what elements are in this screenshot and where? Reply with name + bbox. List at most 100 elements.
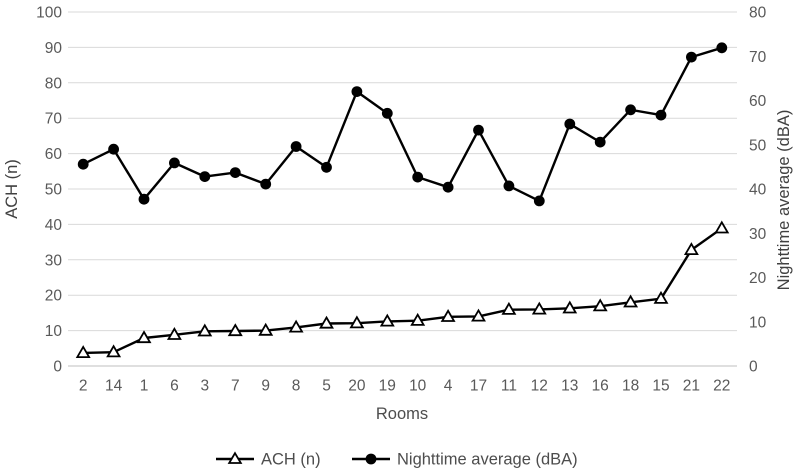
- legend-item-nighttime: Nighttime average (dBA): [352, 451, 578, 469]
- x-axis-tick-label: 9: [261, 378, 270, 395]
- right-axis-tick-label: 30: [749, 226, 767, 243]
- ach-data-point-marker: [288, 319, 304, 333]
- legend-label-ach: ACH (n): [261, 451, 321, 469]
- right-axis-tick-label: 40: [749, 182, 767, 199]
- ach-data-point-marker: [197, 323, 213, 337]
- ach-series-line: [81, 227, 723, 355]
- right-axis-tick-label: 80: [749, 5, 767, 22]
- x-axis-tick-label: 12: [531, 378, 548, 395]
- x-axis-tick-label: 17: [470, 378, 487, 395]
- nighttime-data-point-marker: [442, 181, 454, 193]
- left-axis-tick-label: 0: [53, 359, 62, 376]
- right-axis-tick-label: 0: [749, 359, 758, 376]
- legend-circle-marker-icon: [365, 453, 377, 465]
- ach-data-point-marker: [471, 308, 486, 322]
- x-axis-tick-label: 13: [561, 378, 578, 395]
- nighttime-data-point-marker: [655, 109, 667, 121]
- x-axis-tick-label: 20: [348, 378, 366, 395]
- left-axis-tick-label: 90: [45, 40, 63, 57]
- left-axis-tick-label: 20: [45, 288, 63, 305]
- ach-data-point-marker: [440, 309, 456, 322]
- x-axis-tick-label: 10: [409, 378, 427, 395]
- ach-data-point-marker: [501, 301, 517, 315]
- ach-data-point-marker: [106, 344, 122, 358]
- ach-data-point-marker: [592, 298, 608, 312]
- nighttime-data-point-marker: [321, 161, 332, 173]
- nighttime-data-point-marker: [290, 141, 302, 152]
- nighttime-data-point-marker: [351, 86, 363, 97]
- nighttime-data-point-marker: [503, 180, 515, 192]
- ach-data-point-marker: [75, 345, 91, 358]
- ach-data-point-marker: [136, 330, 152, 344]
- x-axis-tick-label: 15: [652, 378, 669, 395]
- x-axis-tick-label: 11: [501, 378, 517, 395]
- nighttime-data-point-marker: [686, 51, 697, 63]
- nighttime-series-line: [81, 46, 723, 203]
- ach-data-point-marker: [379, 313, 395, 327]
- nighttime-data-point-marker: [229, 167, 241, 179]
- right-axis-title: Nighttime average (dBA): [775, 110, 793, 291]
- x-axis-tick-label: 14: [105, 378, 123, 395]
- nighttime-data-point-marker: [716, 42, 728, 54]
- x-axis-tick-label: 21: [683, 378, 700, 395]
- left-axis-tick-label: 30: [45, 252, 63, 269]
- nighttime-data-point-marker: [77, 158, 89, 170]
- ach-data-point-marker: [227, 323, 243, 337]
- ach-data-point-marker: [258, 322, 274, 336]
- nighttime-data-point-marker: [169, 157, 180, 169]
- legend-triangle-marker-icon: [227, 451, 243, 464]
- x-axis-tick-label: 3: [200, 378, 209, 395]
- ach-data-point-marker: [319, 315, 334, 329]
- x-axis-tick-label: 8: [292, 378, 301, 395]
- right-axis-tick-label: 10: [749, 314, 767, 331]
- x-axis-tick-label: 18: [622, 378, 639, 395]
- nighttime-data-point-marker: [473, 124, 484, 136]
- left-axis-tick-label: 80: [45, 75, 63, 92]
- left-axis-title: ACH (n): [3, 159, 21, 219]
- x-axis-tick-label: 6: [170, 378, 179, 395]
- left-axis-tick-label: 100: [36, 5, 62, 22]
- nighttime-data-point-marker: [625, 104, 636, 116]
- series-layer: [75, 42, 730, 358]
- x-axis-tick-label: 4: [444, 378, 453, 395]
- x-axis-tick-label: 7: [231, 378, 240, 395]
- legend-label-nighttime: Nighttime average (dBA): [397, 451, 578, 469]
- ach-data-point-marker: [714, 220, 730, 234]
- gridlines: [68, 11, 737, 367]
- x-axis-tick-labels: 2 14 1 6 3 7 9 8 5 20 19 10 4 17 11 12 13 16 18 15 21 22: [79, 378, 731, 395]
- nighttime-data-point-marker: [533, 195, 545, 207]
- ach-data-point-marker: [623, 294, 639, 308]
- left-axis-tick-label: 50: [45, 182, 63, 199]
- nighttime-data-point-marker: [260, 178, 272, 190]
- x-axis-tick-label: 19: [379, 378, 396, 395]
- x-axis-tick-label: 2: [79, 378, 88, 395]
- left-axis-tick-label: 60: [45, 146, 63, 163]
- right-axis-tick-label: 60: [749, 93, 767, 110]
- ach-data-point-marker: [653, 290, 669, 304]
- x-axis-tick-label: 5: [322, 378, 331, 395]
- nighttime-data-point-marker: [199, 171, 211, 183]
- ach-data-point-marker: [562, 300, 578, 314]
- right-axis-tick-label: 50: [749, 137, 767, 154]
- nighttime-data-point-marker: [138, 193, 150, 205]
- nighttime-data-point-marker: [594, 136, 606, 148]
- ach-data-point-marker: [410, 312, 426, 326]
- legend: ACH (n) Nighttime average (dBA): [216, 451, 578, 469]
- nighttime-data-point-marker: [381, 107, 393, 119]
- left-axis-tick-label: 10: [45, 323, 63, 340]
- ach-data-point-marker: [683, 242, 699, 255]
- ach-data-point-marker: [166, 327, 182, 340]
- right-axis-tick-label: 70: [749, 49, 767, 66]
- left-axis-tick-label: 40: [45, 217, 63, 234]
- x-axis-tick-label: 16: [592, 378, 609, 395]
- x-axis-tick-label: 1: [140, 378, 149, 395]
- x-axis-tick-label: 22: [713, 378, 730, 395]
- nighttime-data-point-marker: [564, 118, 576, 130]
- nighttime-data-point-marker: [412, 171, 424, 183]
- right-axis-tick-labels: 0 10 20 30 40 50 60 70 80: [749, 5, 767, 376]
- legend-item-ach: ACH (n): [216, 451, 321, 469]
- right-axis-tick-label: 20: [749, 270, 767, 287]
- x-axis-title: Rooms: [376, 405, 428, 423]
